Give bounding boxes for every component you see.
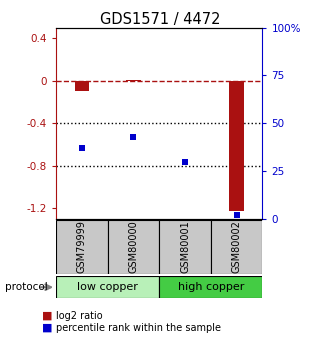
Text: low copper: low copper [77,282,138,292]
Bar [75,81,89,91]
Bar [56,220,108,274]
Text: GSM79999: GSM79999 [77,220,87,274]
Bar [211,220,262,274]
Text: log2 ratio: log2 ratio [56,311,103,321]
Text: ■: ■ [42,311,52,321]
Text: GSM80001: GSM80001 [180,221,190,273]
Bar [159,220,211,274]
Text: GSM80002: GSM80002 [232,220,242,274]
Text: protocol: protocol [5,282,48,292]
Text: GSM80000: GSM80000 [128,221,139,273]
Bar [126,80,140,81]
Bar [229,81,244,210]
Text: ■: ■ [42,323,52,333]
Bar [56,276,159,298]
Text: GDS1571 / 4472: GDS1571 / 4472 [100,12,220,27]
Text: high copper: high copper [178,282,244,292]
Text: percentile rank within the sample: percentile rank within the sample [56,323,221,333]
Bar [159,276,262,298]
Bar [108,220,159,274]
